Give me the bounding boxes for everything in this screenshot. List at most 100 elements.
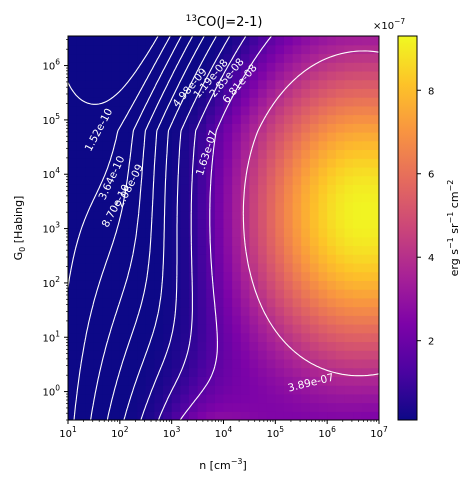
heatmap-cell — [180, 70, 190, 81]
heatmap-cell — [353, 53, 363, 63]
heatmap-cell — [266, 289, 276, 299]
heatmap-cell — [171, 358, 181, 369]
heatmap-cell — [370, 324, 379, 334]
heatmap-cell — [223, 324, 233, 334]
heatmap-cell — [93, 245, 104, 255]
heatmap-cell — [85, 114, 95, 124]
heatmap-cell — [335, 175, 346, 185]
heatmap-cell — [292, 210, 302, 220]
heatmap-cell — [214, 262, 225, 273]
heatmap-cell — [361, 385, 371, 395]
heatmap-cell — [344, 123, 354, 133]
heatmap-cell — [327, 219, 337, 229]
heatmap-cell — [344, 44, 354, 55]
heatmap-cell — [240, 88, 251, 98]
heatmap-cell — [327, 114, 337, 124]
heatmap-cell — [223, 201, 233, 212]
heatmap-cell — [188, 411, 199, 420]
heatmap-cell — [76, 105, 86, 116]
heatmap-cell — [111, 245, 121, 255]
heatmap-cell — [327, 123, 337, 133]
heatmap-cell — [206, 53, 216, 63]
heatmap-cell — [370, 149, 379, 159]
heatmap-cell — [232, 385, 242, 395]
heatmap-cell — [206, 358, 216, 369]
heatmap-cell — [309, 393, 320, 404]
heatmap-cell — [128, 254, 138, 264]
heatmap-cell — [353, 254, 363, 264]
heatmap-cell — [266, 376, 276, 386]
heatmap-cell — [353, 79, 363, 89]
heatmap-cell — [188, 79, 199, 89]
heatmap-cell — [111, 280, 121, 290]
heatmap-cell — [137, 324, 147, 334]
heatmap-cell — [344, 97, 354, 107]
heatmap-cell — [292, 289, 302, 299]
heatmap-cell — [85, 297, 95, 308]
heatmap-cell — [232, 367, 242, 377]
heatmap-cell — [258, 149, 268, 159]
heatmap-cell — [214, 175, 225, 185]
heatmap-cell — [214, 254, 225, 264]
heatmap-cell — [163, 411, 173, 420]
heatmap-cell — [275, 367, 285, 377]
heatmap-cell — [258, 97, 268, 107]
heatmap-cell — [275, 149, 285, 159]
heatmap-cell — [154, 105, 164, 116]
heatmap-cell — [327, 341, 337, 351]
heatmap-cell — [249, 228, 259, 238]
heatmap-cell — [128, 62, 138, 72]
heatmap-cell — [232, 350, 242, 360]
heatmap-cell — [85, 385, 95, 395]
heatmap-cell — [163, 358, 173, 369]
heatmap-cell — [327, 324, 337, 334]
heatmap-cell — [68, 402, 78, 412]
heatmap-cell — [327, 332, 337, 343]
heatmap-cell — [344, 70, 354, 81]
heatmap-cell — [128, 105, 138, 116]
heatmap-cell — [128, 44, 138, 55]
heatmap-cell — [344, 53, 354, 63]
heatmap-cell — [206, 140, 216, 151]
heatmap-cell — [119, 184, 130, 194]
heatmap-cell — [232, 201, 242, 212]
heatmap-cell — [188, 358, 199, 369]
heatmap-cell — [102, 280, 112, 290]
heatmap-cell — [206, 341, 216, 351]
heatmap-cell — [206, 219, 216, 229]
heatmap-cell — [171, 367, 181, 377]
heatmap-cell — [188, 393, 199, 404]
heatmap-cell — [102, 402, 112, 412]
heatmap-cell — [119, 149, 130, 159]
heatmap-cell — [68, 140, 78, 151]
heatmap-cell — [240, 149, 251, 159]
heatmap-cell — [240, 332, 251, 343]
heatmap-cell — [180, 219, 190, 229]
heatmap-cell — [93, 53, 104, 63]
heatmap-cell — [68, 245, 78, 255]
heatmap-cell — [85, 175, 95, 185]
x-axis: 101 102 103 104 105 106 107 — [59, 420, 388, 440]
heatmap-cell — [370, 201, 379, 212]
heatmap-cell — [301, 393, 311, 404]
heatmap-cell — [353, 219, 363, 229]
heatmap-cell — [171, 393, 181, 404]
heatmap-cell — [137, 358, 147, 369]
heatmap-cell — [249, 350, 259, 360]
heatmap-cell — [154, 79, 164, 89]
heatmap-cell — [145, 105, 155, 116]
heatmap-cell — [344, 341, 354, 351]
heatmap-cell — [188, 53, 199, 63]
heatmap-cell — [163, 385, 173, 395]
heatmap-cell — [309, 201, 320, 212]
heatmap-cell — [361, 166, 371, 177]
heatmap-cell — [301, 358, 311, 369]
heatmap-cell — [85, 44, 95, 55]
heatmap-cell — [171, 315, 181, 325]
heatmap-cell — [258, 123, 268, 133]
heatmap-cell — [197, 97, 207, 107]
heatmap-cell — [68, 175, 78, 185]
heatmap-cell — [128, 271, 138, 281]
heatmap-cell — [232, 36, 242, 46]
heatmap-cell — [93, 262, 104, 273]
